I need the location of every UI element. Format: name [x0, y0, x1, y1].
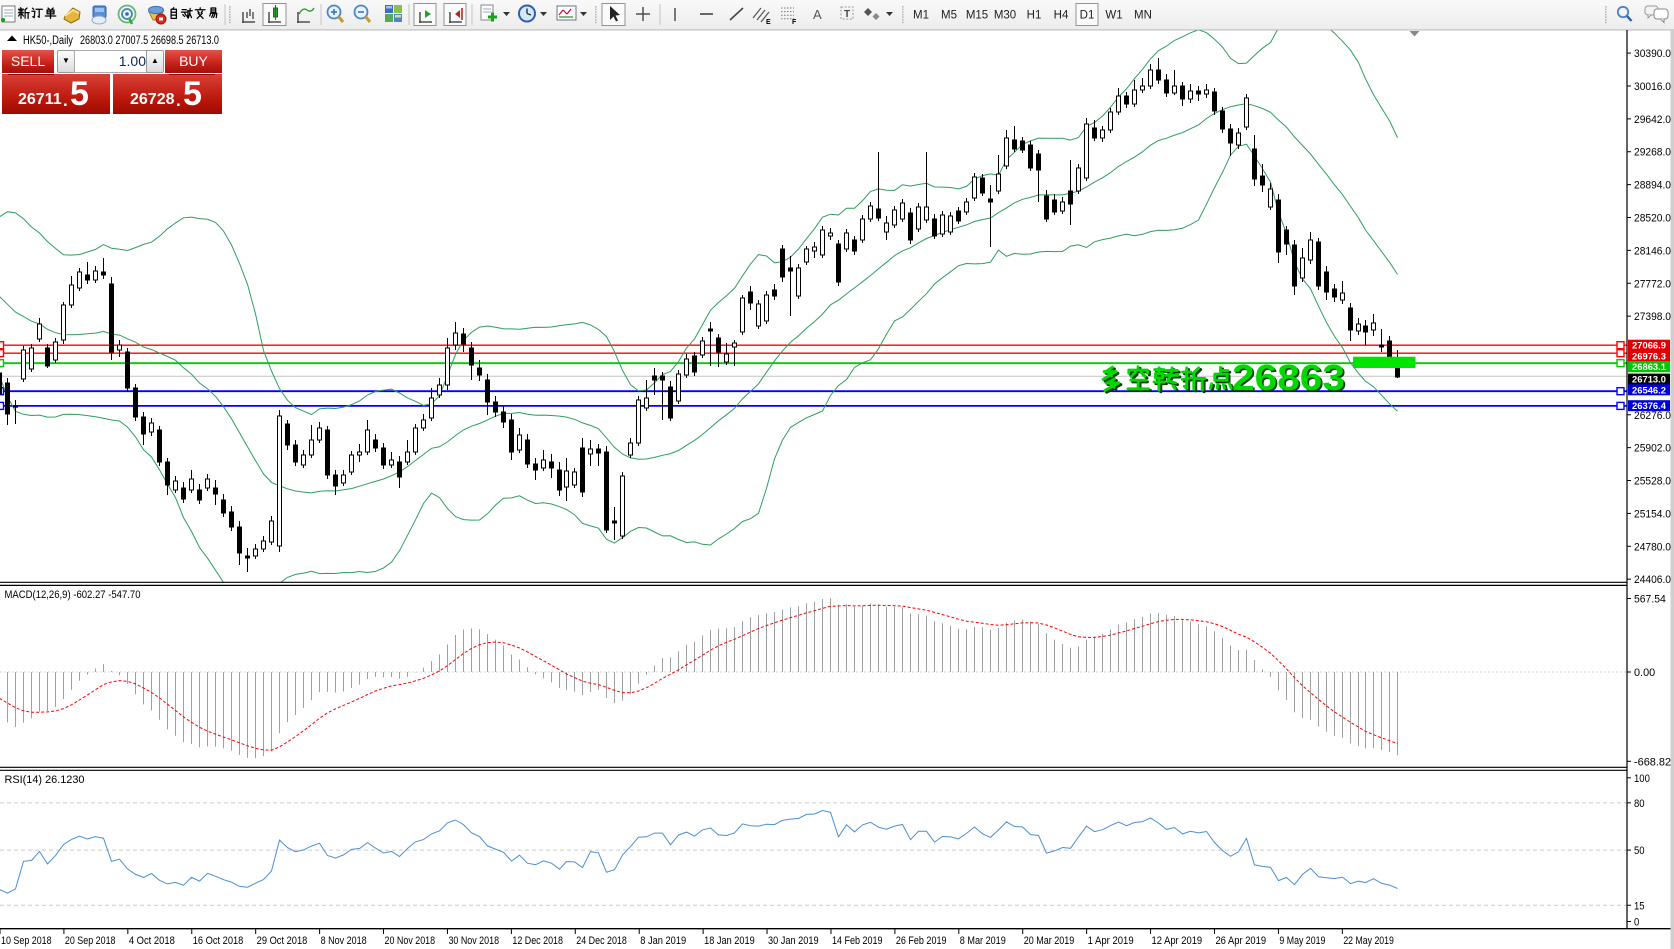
svg-text:16 Oct 2018: 16 Oct 2018: [193, 935, 244, 947]
svg-text:RSI(14) 26.1230: RSI(14) 26.1230: [5, 774, 85, 786]
svg-text:50: 50: [1634, 845, 1645, 857]
svg-text:100: 100: [1634, 773, 1650, 785]
svg-text:MACD(12,26,9) -602.27 -547.70: MACD(12,26,9) -602.27 -547.70: [5, 589, 141, 601]
svg-text:25528.0: 25528.0: [1634, 476, 1671, 488]
svg-text:A: A: [813, 7, 822, 22]
svg-text:0.00: 0.00: [1634, 667, 1655, 679]
svg-text:F: F: [792, 19, 797, 26]
svg-text:29642.0: 29642.0: [1634, 114, 1671, 126]
svg-text:E: E: [766, 19, 771, 26]
svg-text:W1: W1: [1105, 10, 1122, 22]
svg-text:27066.9: 27066.9: [1632, 341, 1666, 352]
svg-text:20 Mar 2019: 20 Mar 2019: [1024, 935, 1075, 947]
svg-text:M1: M1: [913, 10, 929, 22]
svg-text:29 Oct 2018: 29 Oct 2018: [257, 935, 308, 947]
svg-text:26863: 26863: [1232, 357, 1345, 398]
svg-text:T: T: [844, 9, 850, 20]
svg-text:MN: MN: [1134, 10, 1152, 22]
svg-text:12 Dec 2018: 12 Dec 2018: [512, 935, 563, 947]
svg-text:28146.0: 28146.0: [1634, 245, 1671, 257]
svg-text:0: 0: [1634, 917, 1639, 929]
svg-text:28894.0: 28894.0: [1634, 180, 1671, 192]
svg-text:-668.82: -668.82: [1634, 756, 1671, 768]
svg-text:25154.0: 25154.0: [1634, 508, 1671, 520]
svg-text:27398.0: 27398.0: [1634, 311, 1671, 323]
svg-text:8 Nov 2018: 8 Nov 2018: [321, 935, 367, 947]
svg-text:26863.1: 26863.1: [1632, 362, 1667, 373]
svg-text:8 Jan 2019: 8 Jan 2019: [640, 935, 686, 947]
svg-text:H4: H4: [1054, 10, 1069, 22]
svg-text:30390.0: 30390.0: [1634, 48, 1671, 60]
svg-text:8 Mar 2019: 8 Mar 2019: [960, 935, 1006, 947]
svg-text:M15: M15: [966, 10, 988, 22]
svg-text:30016.0: 30016.0: [1634, 81, 1671, 93]
svg-text:9 May 2019: 9 May 2019: [1279, 935, 1325, 947]
svg-text:26546.2: 26546.2: [1632, 385, 1666, 396]
svg-text:30 Nov 2018: 30 Nov 2018: [448, 935, 499, 947]
svg-text:15: 15: [1634, 900, 1645, 912]
svg-text:20 Nov 2018: 20 Nov 2018: [385, 935, 436, 947]
svg-text:26 Apr 2019: 26 Apr 2019: [1215, 935, 1266, 947]
svg-text:H1: H1: [1027, 10, 1042, 22]
svg-text:24780.0: 24780.0: [1634, 541, 1671, 553]
svg-text:24406.0: 24406.0: [1634, 574, 1671, 586]
svg-text:26976.3: 26976.3: [1632, 351, 1666, 362]
svg-text:28520.0: 28520.0: [1634, 212, 1671, 224]
svg-text:27772.0: 27772.0: [1634, 278, 1671, 290]
svg-text:24 Dec 2018: 24 Dec 2018: [576, 935, 627, 947]
svg-text:M30: M30: [994, 10, 1016, 22]
svg-text:20 Sep 2018: 20 Sep 2018: [65, 935, 116, 947]
svg-text:26713.0: 26713.0: [1632, 375, 1666, 386]
svg-text:30 Jan 2019: 30 Jan 2019: [768, 935, 819, 947]
svg-text:12 Apr 2019: 12 Apr 2019: [1152, 935, 1203, 947]
svg-text:29268.0: 29268.0: [1634, 147, 1671, 159]
svg-text:22 May 2019: 22 May 2019: [1343, 935, 1394, 947]
svg-text:14 Feb 2019: 14 Feb 2019: [832, 935, 883, 947]
svg-text:26276.0: 26276.0: [1634, 410, 1671, 422]
svg-text:18 Jan 2019: 18 Jan 2019: [704, 935, 755, 947]
svg-text:26803.0 27007.5 26698.5 26713.: 26803.0 27007.5 26698.5 26713.0: [80, 35, 219, 47]
svg-text:80: 80: [1634, 798, 1645, 810]
svg-text:26376.4: 26376.4: [1632, 401, 1667, 412]
svg-text:HK50-,Daily: HK50-,Daily: [23, 35, 73, 47]
svg-text:25902.0: 25902.0: [1634, 443, 1671, 455]
svg-text:10 Sep 2018: 10 Sep 2018: [1, 935, 52, 947]
svg-text:26863: 26863: [1234, 359, 1347, 400]
svg-text:M5: M5: [941, 10, 957, 22]
svg-text:D1: D1: [1080, 10, 1095, 22]
svg-text:1 Apr 2019: 1 Apr 2019: [1088, 935, 1134, 947]
svg-text:4 Oct 2018: 4 Oct 2018: [129, 935, 175, 947]
svg-text:567.54: 567.54: [1634, 594, 1666, 606]
svg-text:26 Feb 2019: 26 Feb 2019: [896, 935, 947, 947]
